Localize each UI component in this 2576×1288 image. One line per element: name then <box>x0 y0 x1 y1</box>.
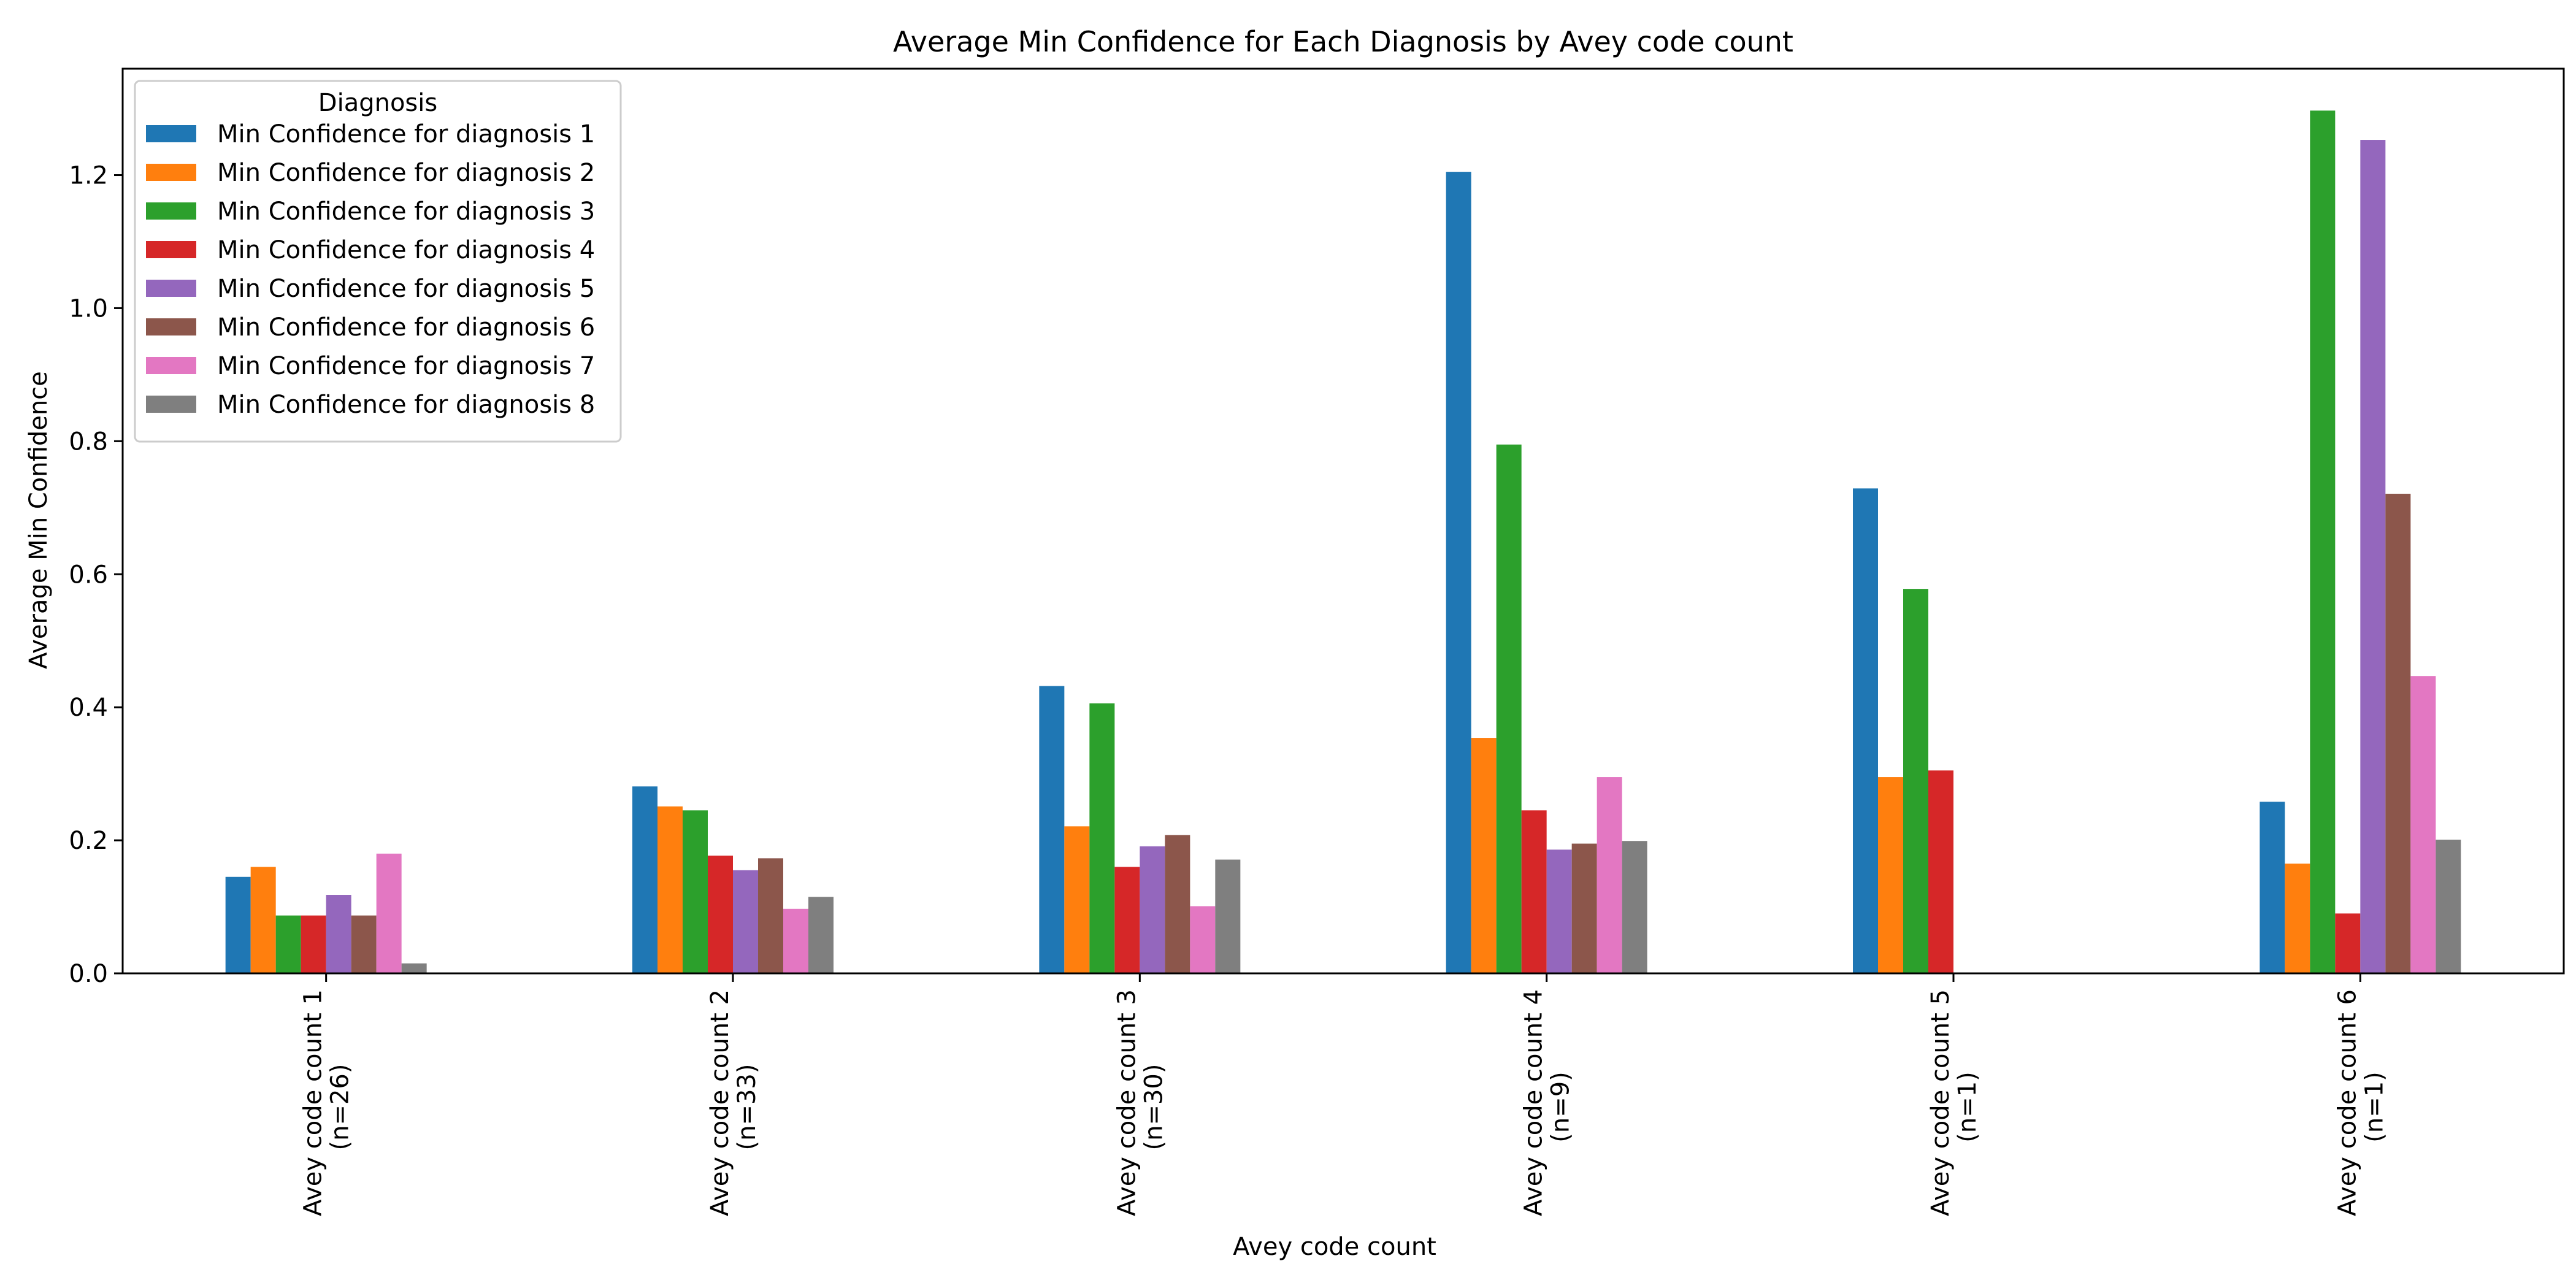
legend-entry: Min Confidence for diagnosis 7 <box>217 352 595 380</box>
bar-diagnosis-1-count-4 <box>1446 172 1471 973</box>
x-tick-sublabel: (n=9) <box>1547 1071 1575 1143</box>
bar-diagnosis-5-count-4 <box>1546 849 1572 973</box>
bar-diagnosis-7-count-3 <box>1190 906 1216 973</box>
bar-diagnosis-8-count-4 <box>1622 841 1647 973</box>
bar-diagnosis-2-count-3 <box>1064 826 1090 973</box>
legend-swatch <box>146 241 196 258</box>
bar-diagnosis-5-count-3 <box>1140 846 1165 973</box>
y-tick-label: 0.8 <box>69 427 108 456</box>
bar-diagnosis-2-count-2 <box>657 806 683 973</box>
legend-swatch <box>146 164 196 181</box>
legend-title: Diagnosis <box>318 89 437 117</box>
legend-swatch <box>146 318 196 335</box>
bar-diagnosis-3-count-3 <box>1089 703 1115 973</box>
legend-entry: Min Confidence for diagnosis 5 <box>217 275 595 303</box>
x-tick-label: Avey code count 4 <box>1520 989 1548 1216</box>
legend-swatch <box>146 125 196 142</box>
x-tick-sublabel: (n=1) <box>2360 1071 2388 1143</box>
bar-diagnosis-8-count-6 <box>2436 840 2461 973</box>
bar-diagnosis-5-count-1 <box>326 895 351 973</box>
bar-diagnosis-6-count-3 <box>1165 835 1190 973</box>
bar-diagnosis-3-count-2 <box>683 810 708 973</box>
x-tick-sublabel: (n=30) <box>1140 1064 1168 1151</box>
legend-swatch <box>146 357 196 374</box>
legend-entry: Min Confidence for diagnosis 3 <box>217 197 595 226</box>
bar-diagnosis-2-count-5 <box>1878 777 1903 973</box>
x-tick-sublabel: (n=1) <box>1953 1071 1982 1143</box>
bar-diagnosis-1-count-6 <box>2260 802 2285 973</box>
bar-diagnosis-8-count-3 <box>1215 859 1241 973</box>
legend-entry: Min Confidence for diagnosis 4 <box>217 236 595 264</box>
y-axis-label: Average Min Confidence <box>25 371 53 669</box>
bar-diagnosis-4-count-6 <box>2335 913 2361 973</box>
bar-diagnosis-8-count-2 <box>808 897 834 973</box>
x-axis: Avey code count 1(n=26) Avey code count 2… <box>299 973 2388 1216</box>
bar-diagnosis-4-count-1 <box>301 915 326 973</box>
bar-diagnosis-7-count-2 <box>783 908 808 973</box>
bar-diagnosis-7-count-4 <box>1597 777 1622 973</box>
x-tick-label: Avey code count 3 <box>1113 989 1141 1216</box>
bar-diagnosis-6-count-2 <box>758 858 783 973</box>
x-tick-label: Avey code count 5 <box>1926 989 1955 1216</box>
x-tick-label: Avey code count 6 <box>2333 989 2361 1216</box>
y-tick-label: 1.0 <box>69 294 108 323</box>
bar-diagnosis-6-count-6 <box>2385 494 2411 973</box>
x-tick-sublabel: (n=26) <box>326 1064 355 1151</box>
bar-diagnosis-6-count-4 <box>1571 843 1597 973</box>
x-tick-sublabel: (n=33) <box>733 1064 761 1151</box>
bar-diagnosis-1-count-3 <box>1039 686 1065 973</box>
bar-diagnosis-5-count-6 <box>2360 140 2386 973</box>
x-tick-label: Avey code count 2 <box>706 989 734 1216</box>
bar-diagnosis-7-count-6 <box>2410 676 2436 973</box>
legend-entry: Min Confidence for diagnosis 2 <box>217 159 595 187</box>
bar-diagnosis-1-count-2 <box>632 786 657 973</box>
legend-swatch <box>146 396 196 413</box>
legend-swatch <box>146 280 196 297</box>
bar-diagnosis-3-count-1 <box>275 915 301 973</box>
y-axis: 0.0 0.2 0.4 0.6 0.8 1.0 1.2 <box>69 162 123 988</box>
bar-diagnosis-3-count-6 <box>2310 110 2336 974</box>
bar-diagnosis-3-count-5 <box>1903 589 1928 973</box>
y-tick-label: 1.2 <box>69 162 108 190</box>
bar-diagnosis-4-count-4 <box>1521 810 1547 973</box>
bar-diagnosis-7-count-1 <box>376 853 402 973</box>
x-tick-label: Avey code count 1 <box>299 989 328 1216</box>
chart-title: Average Min Confidence for Each Diagnosi… <box>893 25 1793 58</box>
legend-entry: Min Confidence for diagnosis 1 <box>217 120 595 148</box>
y-tick-label: 0.6 <box>69 561 108 589</box>
y-tick-label: 0.2 <box>69 827 108 855</box>
bar-diagnosis-2-count-1 <box>250 867 276 973</box>
legend-swatch <box>146 202 196 220</box>
plot-frame <box>121 67 2565 975</box>
y-tick-label: 0.4 <box>69 694 108 722</box>
bar-diagnosis-2-count-4 <box>1471 738 1497 973</box>
x-axis-label: Avey code count <box>1233 1233 1436 1261</box>
legend-entry: Min Confidence for diagnosis 6 <box>217 313 595 342</box>
bar-diagnosis-4-count-3 <box>1114 867 1140 973</box>
bars <box>225 110 2461 974</box>
legend-box <box>134 80 622 443</box>
bar-diagnosis-2-count-6 <box>2285 864 2310 973</box>
bar-diagnosis-6-count-1 <box>351 915 377 973</box>
y-tick-label: 0.0 <box>69 960 108 988</box>
bar-diagnosis-8-count-1 <box>401 963 427 973</box>
legend-entry: Min Confidence for diagnosis 8 <box>217 391 595 419</box>
legend: Diagnosis Min Confidence for diagnosis 1 M… <box>134 80 622 443</box>
bar-diagnosis-1-count-5 <box>1853 488 1878 973</box>
bar-diagnosis-5-count-2 <box>733 870 758 973</box>
bar-diagnosis-1-count-1 <box>225 876 251 973</box>
bar-diagnosis-4-count-2 <box>708 856 733 973</box>
bar-diagnosis-4-count-5 <box>1928 770 1953 973</box>
bar-diagnosis-3-count-4 <box>1496 444 1522 973</box>
